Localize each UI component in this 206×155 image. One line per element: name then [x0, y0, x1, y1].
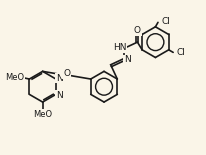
Text: MeO: MeO: [6, 73, 25, 82]
Text: Cl: Cl: [162, 18, 171, 27]
Text: O: O: [134, 26, 141, 35]
Text: N: N: [56, 91, 63, 100]
Text: Cl: Cl: [177, 48, 186, 57]
Text: N: N: [124, 55, 131, 64]
Text: MeO: MeO: [33, 110, 52, 119]
Text: N: N: [56, 73, 63, 82]
Text: O: O: [63, 69, 70, 78]
Text: HN: HN: [113, 43, 127, 52]
